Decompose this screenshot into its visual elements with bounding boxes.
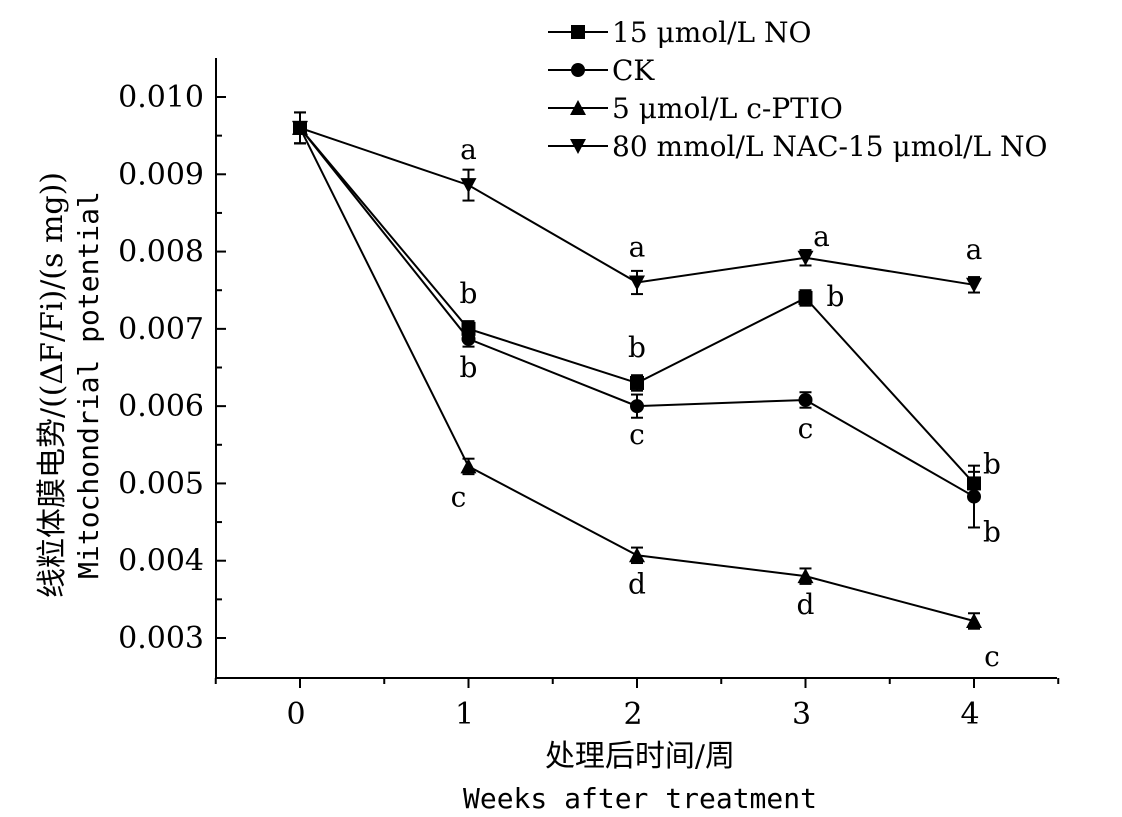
legend-label: 15 μmol/L NO bbox=[612, 16, 811, 49]
significance-label: a bbox=[629, 230, 646, 263]
y-tick-label: 0.009 bbox=[118, 157, 204, 192]
x-axis-title-english: Weeks after treatment bbox=[463, 782, 817, 815]
y-tick-label: 0.010 bbox=[118, 80, 204, 115]
significance-label: c bbox=[984, 640, 1000, 673]
significance-label: a bbox=[966, 233, 983, 266]
y-tick-label: 0.004 bbox=[118, 544, 204, 579]
data-point bbox=[797, 568, 814, 584]
legend-marker bbox=[570, 139, 586, 154]
x-tick-label: 0 bbox=[286, 697, 305, 732]
significance-label: b bbox=[827, 280, 845, 313]
significance-label: c bbox=[629, 418, 645, 451]
x-axis-title: 处理后时间/周 bbox=[545, 739, 735, 774]
significance-label: c bbox=[451, 480, 467, 513]
data-point bbox=[461, 331, 476, 346]
data-point bbox=[966, 612, 982, 628]
legend-label: 5 μmol/L c-PTIO bbox=[612, 92, 843, 125]
legend-marker bbox=[571, 25, 585, 39]
x-tick-label: 1 bbox=[455, 697, 474, 732]
data-point bbox=[630, 375, 644, 390]
significance-label: b bbox=[983, 516, 1001, 549]
series-layer: b b b b b c c b c d d c a a a a bbox=[292, 111, 1001, 673]
legend-marker bbox=[570, 100, 586, 115]
significance-label: b bbox=[460, 277, 478, 310]
data-point bbox=[967, 489, 981, 504]
significance-label: d bbox=[797, 588, 815, 621]
significance-label: a bbox=[460, 133, 477, 166]
legend-label: 80 mmol/L NAC-15 μmol/L NO bbox=[612, 130, 1047, 163]
data-point bbox=[798, 290, 813, 305]
data-point bbox=[460, 458, 477, 474]
y-axis-title-english: Mitochondrial potential bbox=[72, 191, 105, 579]
data-point bbox=[460, 178, 477, 194]
data-point bbox=[629, 547, 645, 563]
x-tick-label: 4 bbox=[960, 697, 979, 732]
significance-label: b bbox=[628, 331, 646, 364]
legend-item: 15 μmol/L NO bbox=[548, 16, 811, 49]
significance-label: b bbox=[983, 447, 1001, 480]
legend-marker bbox=[571, 63, 585, 77]
axes: 0.003 0.004 0.005 0.006 0.007 0.008 0.009 0.010… bbox=[118, 58, 1060, 732]
y-tick-label: 0.003 bbox=[118, 621, 204, 656]
significance-label: c bbox=[798, 412, 814, 445]
data-point bbox=[461, 321, 476, 336]
y-tick-label: 0.007 bbox=[118, 312, 204, 347]
series-1: b c c b bbox=[293, 111, 1001, 549]
legend-item: CK bbox=[548, 54, 655, 87]
significance-label: a bbox=[813, 220, 830, 253]
y-tick-label: 0.008 bbox=[118, 235, 204, 270]
legend-label: CK bbox=[612, 54, 655, 87]
data-point bbox=[797, 250, 814, 266]
x-tick-label: 2 bbox=[623, 697, 642, 732]
significance-label: d bbox=[628, 567, 646, 600]
series-3: a a a a bbox=[292, 111, 983, 296]
data-point bbox=[629, 275, 645, 291]
y-tick-label: 0.006 bbox=[118, 389, 204, 424]
legend: 15 μmol/L NO CK 5 μmol/L c-PTIO 80 mmol/L N… bbox=[548, 16, 1047, 163]
series-0: b b b b bbox=[293, 111, 1001, 497]
legend-item: 80 mmol/L NAC-15 μmol/L NO bbox=[548, 130, 1047, 163]
y-tick-label: 0.005 bbox=[118, 466, 204, 501]
y-axis-title: 线粒体膜电势/((ΔF/Fi)/(s mg)) bbox=[35, 172, 70, 598]
data-point bbox=[798, 392, 813, 407]
legend-item: 5 μmol/L c-PTIO bbox=[548, 92, 843, 125]
data-point bbox=[292, 120, 308, 136]
x-tick-label: 3 bbox=[792, 697, 811, 732]
series-2: c d d c bbox=[292, 111, 1000, 673]
data-point bbox=[966, 277, 982, 293]
significance-label: b bbox=[460, 351, 478, 384]
data-point bbox=[630, 399, 644, 414]
